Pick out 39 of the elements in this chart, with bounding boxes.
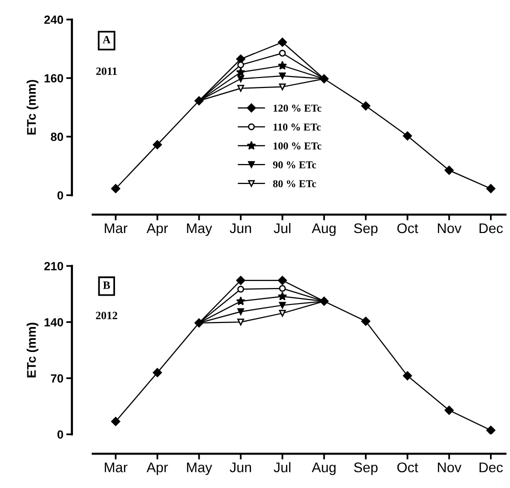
x-tick-label: Sep [354,223,378,236]
x-tick-label: Dec [480,462,503,472]
y-tick-label: 240 [44,16,64,24]
y-tick-label: 210 [44,262,64,270]
annotation: 2012 [96,312,118,320]
x-tick-label: Nov [438,223,462,234]
y-tick-label: 160 [44,74,64,82]
x-tick-label: Jun [230,223,252,234]
legend-label: 100 % ETc [274,142,322,150]
x-tick-label: Aug [312,223,336,236]
y-axis-title: ETc (mm) [26,322,38,378]
legend-label: 80 % ETc [273,180,316,188]
x-tick-label: Mar [104,223,128,234]
annotation: B [103,282,110,289]
x-tick-label: Apr [146,462,168,476]
y-axis-title: ETc (mm) [26,80,38,135]
y-tick-label: 0 [57,430,64,439]
legend-label: 90 % ETc [273,161,316,168]
x-tick-label: Nov [438,462,462,472]
legend-label: 110 % ETc [274,124,321,131]
x-tick-label: Jun [230,462,252,472]
x-tick-label: Oct [397,223,418,234]
annotation: A [102,36,111,44]
x-tick-label: May [187,223,212,236]
x-tick-label: May [187,462,212,476]
x-tick-label: Oct [397,462,418,472]
x-tick-label: Apr [146,223,168,236]
annotation: 2011 [96,68,117,76]
y-tick-label: 80 [50,132,64,142]
x-tick-label: Sep [354,462,378,476]
x-tick-label: Aug [312,462,336,476]
y-tick-label: 140 [44,318,64,326]
x-tick-label: Mar [104,462,128,472]
legend-label: 120 % ETc [274,104,322,112]
x-tick-label: Dec [480,223,503,234]
y-tick-label: 0 [57,191,64,200]
x-tick-label: Jul [274,222,290,234]
y-tick-label: 70 [50,374,64,383]
x-tick-label: Jul [274,462,290,472]
